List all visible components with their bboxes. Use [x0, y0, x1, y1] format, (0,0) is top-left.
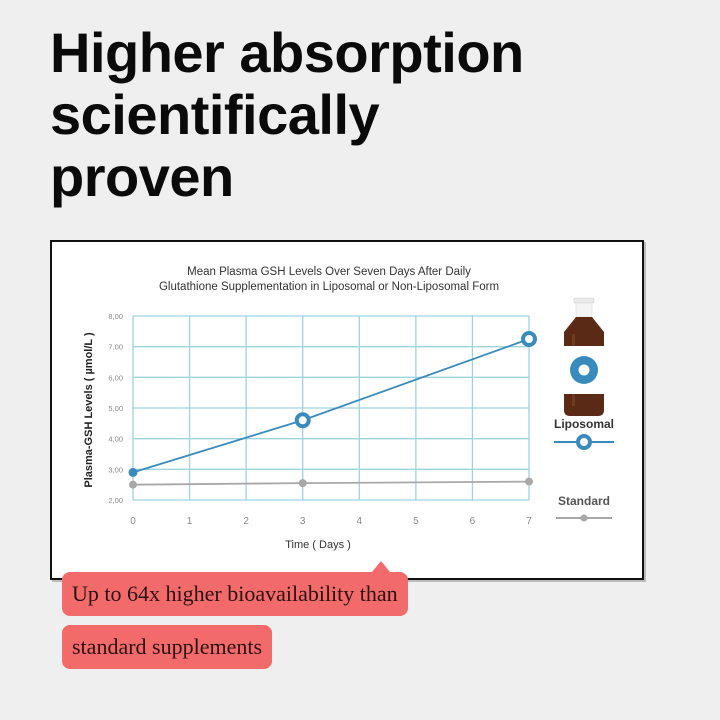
- y-tick-label: 5,00: [108, 404, 123, 413]
- legend: Liposomal Standard: [554, 417, 614, 522]
- data-point-standard: [525, 477, 533, 486]
- legend-label-liposomal: Liposomal: [554, 417, 614, 431]
- chart-title-line: Glutathione Supplementation in Liposomal…: [159, 281, 499, 293]
- chart-series: [128, 331, 537, 489]
- data-point-standard: [129, 480, 137, 489]
- y-tick-label: 7,00: [108, 343, 123, 352]
- headline-line: Higher absorption: [50, 21, 524, 84]
- y-tick-label: 8,00: [108, 312, 123, 321]
- supplement-bottle-icon: [564, 297, 604, 416]
- legend-marker-standard: [580, 514, 588, 522]
- series-line-liposomal: [132, 338, 530, 474]
- chart: Mean Plasma GSH Levels Over Seven Days A…: [83, 266, 614, 551]
- legend-label-standard: Standard: [558, 494, 610, 508]
- x-tick-label: 3: [300, 516, 306, 527]
- x-tick-label: 5: [413, 516, 419, 527]
- x-tick-label: 7: [526, 516, 532, 527]
- callout-line-1: Up to 64x higher bioavailability than: [62, 572, 408, 616]
- x-axis-label: Time ( Days ): [285, 539, 351, 551]
- y-tick-label: 4,00: [108, 435, 123, 444]
- y-tick-label: 3,00: [108, 465, 123, 474]
- x-tick-label: 6: [470, 516, 476, 527]
- headline-line: proven: [50, 145, 234, 208]
- x-tick-label: 2: [243, 516, 249, 527]
- series-line-standard: [132, 480, 530, 486]
- x-tick-label: 0: [130, 516, 136, 527]
- callout-pointer: [372, 561, 390, 572]
- y-axis-label: Plasma-GSH Levels ( µmol/L ): [83, 332, 95, 488]
- data-point-standard: [298, 479, 307, 488]
- chart-ticks: 2,00 3,00 4,00 5,00 6,00 7,00 8,00 0 1 2 3 4 5 6 7: [108, 312, 532, 527]
- legend-marker-liposomal: [576, 434, 592, 450]
- chart-title-line: Mean Plasma GSH Levels Over Seven Days A…: [187, 266, 471, 278]
- data-point-liposomal: [128, 467, 138, 477]
- x-tick-label: 4: [357, 516, 363, 527]
- data-point-liposomal: [521, 331, 537, 347]
- headline: Higher absorption scientifically proven: [50, 22, 690, 208]
- x-tick-label: 1: [187, 516, 193, 527]
- chart-card: Mean Plasma GSH Levels Over Seven Days A…: [50, 240, 644, 580]
- callout-line-2: standard supplements: [62, 625, 273, 669]
- chart-grid: [132, 315, 530, 501]
- headline-line: scientifically: [50, 83, 380, 146]
- data-point-liposomal: [294, 412, 311, 429]
- y-tick-label: 2,00: [108, 496, 123, 505]
- y-tick-label: 6,00: [108, 373, 123, 382]
